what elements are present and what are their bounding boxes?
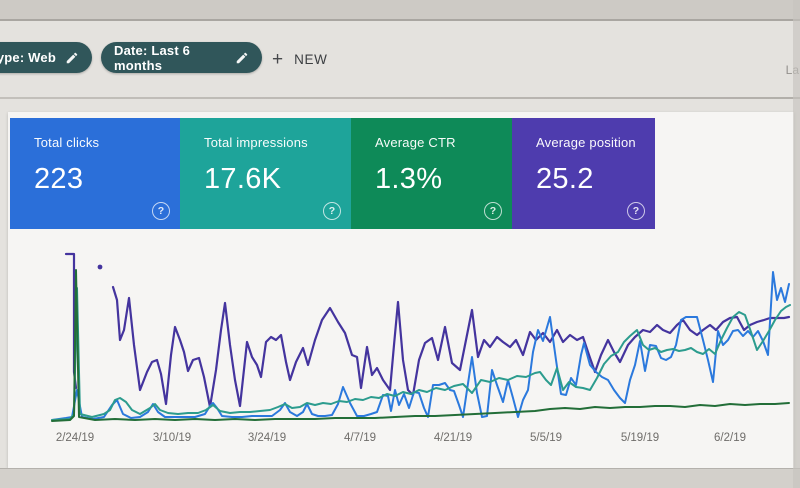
chart-svg bbox=[51, 252, 791, 422]
help-icon[interactable]: ? bbox=[323, 202, 341, 220]
series-impressions bbox=[111, 285, 791, 409]
plus-icon: + bbox=[272, 49, 284, 70]
page-bottom-strip bbox=[0, 468, 800, 488]
card-value: 223 bbox=[34, 163, 84, 195]
series-impressions-start-segment bbox=[64, 252, 78, 390]
search-type-chip-label: type: Web bbox=[0, 50, 56, 65]
performance-panel: Total clicks 223 ? Total impressions 17.… bbox=[8, 112, 794, 468]
x-tick-label: 3/10/19 bbox=[152, 432, 192, 444]
series-clicks bbox=[51, 271, 790, 421]
new-filter-button[interactable]: + NEW bbox=[272, 50, 327, 69]
x-tick-label: 3/24/19 bbox=[247, 432, 287, 444]
help-icon[interactable]: ? bbox=[152, 202, 170, 220]
new-button-label: NEW bbox=[294, 52, 328, 67]
card-value: 1.3% bbox=[375, 163, 443, 195]
x-tick-label: 4/7/19 bbox=[344, 432, 376, 444]
x-tick-label: 2/24/19 bbox=[55, 432, 95, 444]
summary-card-average-position[interactable]: Average position 25.2 ? bbox=[512, 118, 655, 229]
isolated-point-impressions bbox=[97, 264, 103, 270]
date-filter-chip[interactable]: Date: Last 6 months bbox=[101, 42, 262, 73]
summary-card-total-impressions[interactable]: Total impressions 17.6K ? bbox=[180, 118, 351, 229]
card-value: 25.2 bbox=[536, 163, 594, 195]
series-ctr bbox=[51, 287, 791, 421]
edit-pencil-icon[interactable] bbox=[65, 51, 79, 65]
series-position bbox=[51, 269, 790, 422]
x-tick-label: 4/21/19 bbox=[433, 432, 473, 444]
header-divider bbox=[0, 97, 800, 99]
screen-right-edge bbox=[793, 0, 800, 488]
edit-pencil-icon[interactable] bbox=[235, 51, 249, 65]
screen-top-edge bbox=[0, 0, 800, 21]
card-label: Average position bbox=[536, 135, 636, 150]
card-label: Average CTR bbox=[375, 135, 456, 150]
card-label: Total clicks bbox=[34, 135, 100, 150]
x-tick-label: 5/19/19 bbox=[620, 432, 660, 444]
summary-card-total-clicks[interactable]: Total clicks 223 ? bbox=[10, 118, 180, 229]
performance-chart[interactable] bbox=[8, 238, 794, 438]
help-icon[interactable]: ? bbox=[627, 202, 645, 220]
help-icon[interactable]: ? bbox=[484, 202, 502, 220]
card-label: Total impressions bbox=[204, 135, 308, 150]
summary-card-average-ctr[interactable]: Average CTR 1.3% ? bbox=[351, 118, 512, 229]
x-axis-ticks: 2/24/19 3/10/19 3/24/19 4/7/19 4/21/19 5/5/19… bbox=[8, 432, 794, 450]
x-tick-label: 5/5/19 bbox=[530, 432, 562, 444]
search-type-filter-chip[interactable]: type: Web bbox=[0, 42, 92, 73]
x-tick-label: 6/2/19 bbox=[714, 432, 746, 444]
date-chip-label: Date: Last 6 months bbox=[114, 42, 191, 73]
card-value: 17.6K bbox=[204, 163, 282, 195]
